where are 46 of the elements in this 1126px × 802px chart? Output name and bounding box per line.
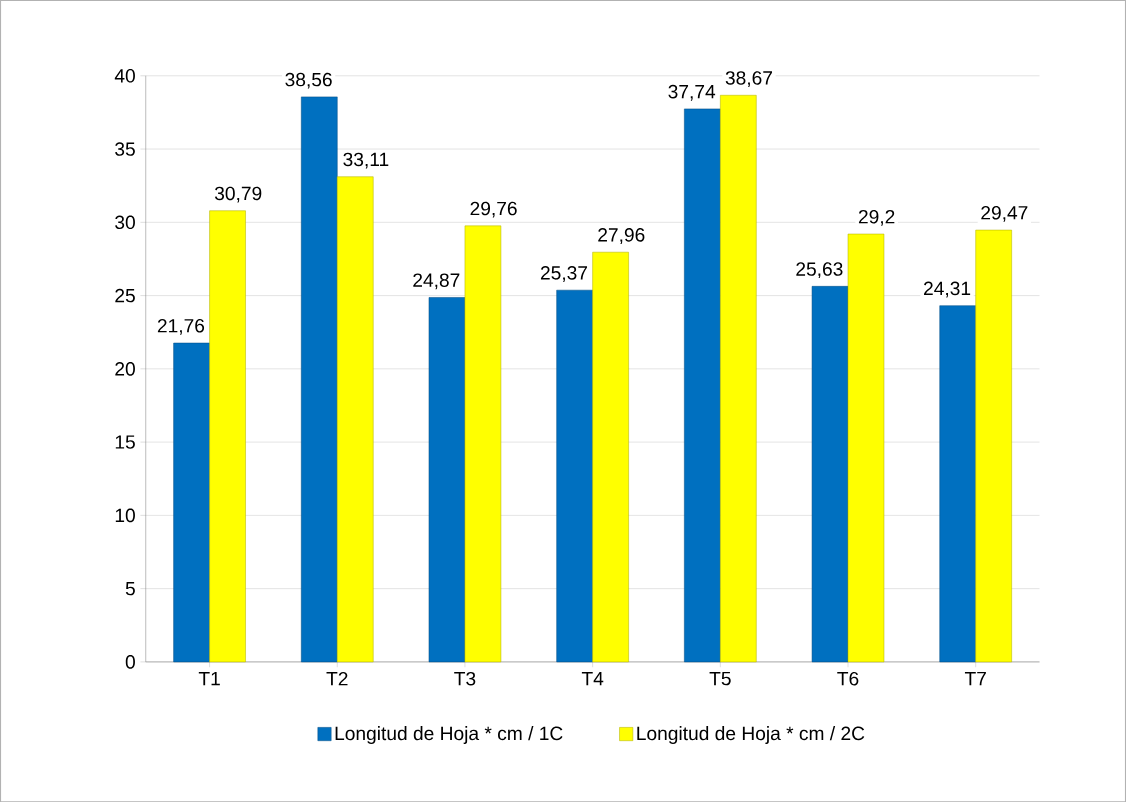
y-tick-label: 0 (125, 654, 135, 669)
bar (173, 342, 210, 663)
data-label: 38,56 (285, 72, 332, 89)
bar (336, 176, 374, 663)
legend-label: Longitud de Hoja * cm / 2C (637, 725, 865, 744)
y-tick-label: 40 (114, 68, 135, 83)
data-label: 30,79 (214, 186, 262, 203)
y-tick-label: 10 (115, 508, 135, 523)
data-label: 24,87 (413, 273, 460, 290)
data-label: 25,37 (540, 265, 588, 282)
bar (720, 94, 757, 663)
bar (428, 297, 466, 663)
bar (556, 289, 593, 663)
bar (847, 233, 885, 663)
y-tick-label: 25 (115, 288, 135, 303)
data-label: 33,11 (343, 152, 389, 169)
bar (464, 225, 502, 663)
bar (975, 229, 1012, 663)
y-tick-label: 15 (115, 435, 135, 449)
data-label: 29,47 (981, 205, 1028, 222)
data-label: 38,67 (725, 71, 772, 87)
x-tick-label: T3 (454, 671, 476, 686)
data-label: 29,2 (858, 209, 895, 226)
y-tick-label: 20 (115, 361, 135, 376)
legend-label: Longitud de Hoja * cm / 1C (335, 725, 563, 744)
bar (301, 96, 338, 663)
x-tick-label: T5 (709, 671, 731, 686)
data-label: 24,31 (924, 281, 971, 298)
bar (684, 108, 721, 663)
x-tick-label: T6 (837, 671, 859, 686)
x-tick-label: T4 (581, 671, 604, 685)
data-label: 21,76 (157, 318, 205, 335)
data-label: 37,74 (668, 84, 716, 101)
bar (592, 251, 629, 663)
data-label: 25,63 (796, 262, 843, 278)
bar (209, 210, 246, 663)
bar (811, 285, 849, 663)
y-tick-label: 35 (115, 142, 135, 156)
x-tick-label: T2 (326, 671, 348, 686)
data-label: 29,76 (470, 201, 517, 218)
x-tick-label: T1 (198, 671, 220, 685)
x-tick-label: T7 (964, 671, 986, 685)
bar (939, 305, 976, 663)
y-tick-label: 5 (125, 581, 135, 596)
y-tick-label: 30 (115, 215, 135, 229)
data-label: 27,96 (598, 227, 645, 244)
